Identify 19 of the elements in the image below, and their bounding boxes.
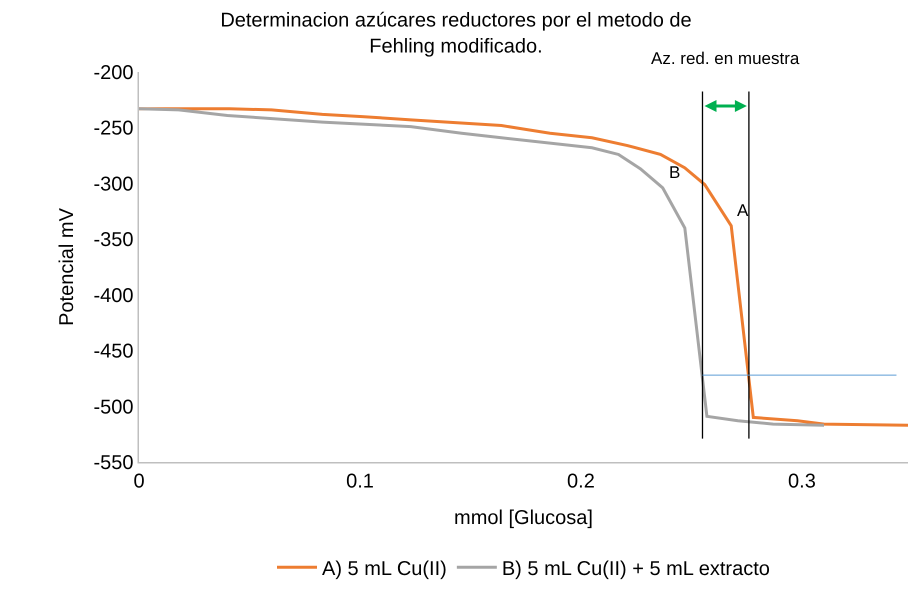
y-tick-label: -350: [93, 229, 134, 252]
y-tick-label: -550: [93, 452, 134, 474]
legend-label: B) 5 mL Cu(II) + 5 mL extracto: [502, 558, 770, 580]
y-tick-label: -300: [93, 173, 134, 196]
text: Az. red. en muestra: [651, 49, 800, 68]
annotation: A: [737, 201, 749, 220]
legend-label: A) 5 mL Cu(II): [322, 558, 447, 580]
x-tick-label: 0: [133, 470, 145, 492]
x-tick-label: 0.2: [567, 470, 595, 492]
y-tick-label: -400: [93, 284, 134, 307]
annotation: B: [669, 163, 680, 182]
y-tick-label: -450: [93, 340, 134, 363]
y-axis-title: Potencial mV: [56, 207, 78, 326]
y-tick-label: -250: [93, 118, 134, 140]
y-tick-label: -500: [93, 396, 134, 418]
x-tick-label: 0.1: [346, 470, 374, 492]
x-axis-title: mmol [Glucosa]: [454, 506, 593, 529]
x-tick-label: 0.3: [788, 470, 816, 492]
y-tick-label: -200: [93, 62, 134, 84]
